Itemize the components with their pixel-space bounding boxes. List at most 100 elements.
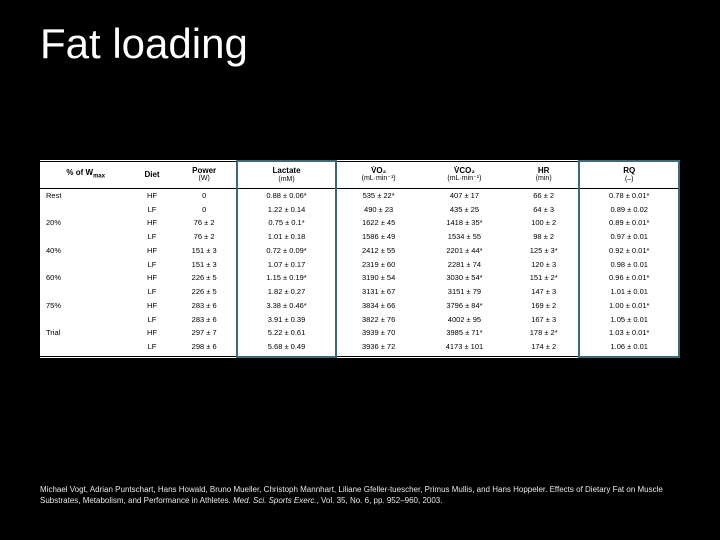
cell: HF: [132, 326, 173, 340]
cell: 1.22 ± 0.14: [237, 203, 337, 217]
cell: 125 ± 3*: [509, 244, 580, 258]
table-row: RestHF00.88 ± 0.06*535 ± 22*407 ± 1766 ±…: [40, 188, 679, 202]
cell: HF: [132, 244, 173, 258]
cell: 3131 ± 67: [336, 285, 420, 299]
cell: LF: [132, 313, 173, 327]
cell: LF: [132, 230, 173, 244]
table-row: 40%HF151 ± 30.72 ± 0.09*2412 ± 552201 ± …: [40, 244, 679, 258]
cell: 0.72 ± 0.09*: [237, 244, 337, 258]
cell: 3936 ± 72: [336, 340, 420, 357]
citation-volume: , Vol. 35, No. 6, pp. 952–960, 2003.: [317, 496, 443, 505]
cell: 0.78 ± 0.01*: [579, 188, 679, 202]
cell: 1418 ± 35*: [420, 216, 509, 230]
cell: 178 ± 2*: [509, 326, 580, 340]
cell: 1.06 ± 0.01: [579, 340, 679, 357]
cell: 2201 ± 44*: [420, 244, 509, 258]
cell: 98 ± 2: [509, 230, 580, 244]
cell: 0.92 ± 0.01*: [579, 244, 679, 258]
cell: [40, 258, 132, 272]
cell: 147 ± 3: [509, 285, 580, 299]
cell: Rest: [40, 188, 132, 202]
cell: [40, 285, 132, 299]
cell: Trial: [40, 326, 132, 340]
cell: 174 ± 2: [509, 340, 580, 357]
cell: 3822 ± 76: [336, 313, 420, 327]
col-header-0: % of Wmax: [40, 161, 132, 188]
cell: 0.96 ± 0.01*: [579, 271, 679, 285]
cell: 1.03 ± 0.01*: [579, 326, 679, 340]
col-header-2: Power(W): [173, 161, 237, 188]
cell: 1.05 ± 0.01: [579, 313, 679, 327]
table-row: LF226 ± 51.82 ± 0.273131 ± 673151 ± 7914…: [40, 285, 679, 299]
cell: 2412 ± 55: [336, 244, 420, 258]
col-header-5: V̇CO₂(mL·min⁻¹): [420, 161, 509, 188]
cell: 1622 ± 45: [336, 216, 420, 230]
table-row: LF298 ± 65.68 ± 0.493936 ± 724173 ± 1011…: [40, 340, 679, 357]
cell: LF: [132, 203, 173, 217]
cell: 0.98 ± 0.01: [579, 258, 679, 272]
cell: 151 ± 2*: [509, 271, 580, 285]
cell: 490 ± 23: [336, 203, 420, 217]
slide-title: Fat loading: [40, 20, 248, 68]
cell: HF: [132, 271, 173, 285]
cell: 0.89 ± 0.01*: [579, 216, 679, 230]
cell: 283 ± 6: [173, 299, 237, 313]
table-row: 60%HF226 ± 51.15 ± 0.19*3190 ± 543030 ± …: [40, 271, 679, 285]
cell: 5.68 ± 0.49: [237, 340, 337, 357]
cell: 151 ± 3: [173, 244, 237, 258]
cell: 1.82 ± 0.27: [237, 285, 337, 299]
cell: 2281 ± 74: [420, 258, 509, 272]
cell: 60%: [40, 271, 132, 285]
cell: LF: [132, 258, 173, 272]
table-row: LF76 ± 21.01 ± 0.181586 ± 491534 ± 5598 …: [40, 230, 679, 244]
cell: 151 ± 3: [173, 258, 237, 272]
cell: 1586 ± 49: [336, 230, 420, 244]
cell: 64 ± 3: [509, 203, 580, 217]
cell: [40, 313, 132, 327]
cell: 76 ± 2: [173, 230, 237, 244]
cell: HF: [132, 299, 173, 313]
cell: 3151 ± 79: [420, 285, 509, 299]
cell: 0.75 ± 0.1*: [237, 216, 337, 230]
data-table: % of WmaxDietPower(W)Lactate(mM)V̇O₂(mL·…: [40, 160, 680, 358]
cell: 407 ± 17: [420, 188, 509, 202]
citation: Michael Vogt, Adrian Puntschart, Hans Ho…: [40, 485, 680, 506]
cell: 75%: [40, 299, 132, 313]
cell: [40, 203, 132, 217]
cell: 167 ± 3: [509, 313, 580, 327]
cell: 169 ± 2: [509, 299, 580, 313]
cell: 3.38 ± 0.46*: [237, 299, 337, 313]
cell: 4002 ± 95: [420, 313, 509, 327]
citation-journal: Med. Sci. Sports Exerc.: [233, 496, 317, 505]
cell: 435 ± 25: [420, 203, 509, 217]
cell: 0: [173, 203, 237, 217]
cell: 0.89 ± 0.02: [579, 203, 679, 217]
cell: 226 ± 5: [173, 271, 237, 285]
cell: 5.22 ± 0.61: [237, 326, 337, 340]
cell: 0.88 ± 0.06*: [237, 188, 337, 202]
cell: 226 ± 5: [173, 285, 237, 299]
cell: 100 ± 2: [509, 216, 580, 230]
table-row: LF283 ± 63.91 ± 0.393822 ± 764002 ± 9516…: [40, 313, 679, 327]
table-row: LF01.22 ± 0.14490 ± 23435 ± 2564 ± 30.89…: [40, 203, 679, 217]
cell: LF: [132, 285, 173, 299]
data-table-container: % of WmaxDietPower(W)Lactate(mM)V̇O₂(mL·…: [40, 160, 680, 358]
cell: 1.01 ± 0.18: [237, 230, 337, 244]
cell: HF: [132, 188, 173, 202]
table-row: TrialHF297 ± 75.22 ± 0.613939 ± 703985 ±…: [40, 326, 679, 340]
cell: 3834 ± 66: [336, 299, 420, 313]
cell: 120 ± 3: [509, 258, 580, 272]
cell: 3985 ± 71*: [420, 326, 509, 340]
cell: HF: [132, 216, 173, 230]
cell: 66 ± 2: [509, 188, 580, 202]
cell: [40, 230, 132, 244]
cell: 2319 ± 60: [336, 258, 420, 272]
cell: 297 ± 7: [173, 326, 237, 340]
cell: 76 ± 2: [173, 216, 237, 230]
cell: 4173 ± 101: [420, 340, 509, 357]
cell: 20%: [40, 216, 132, 230]
cell: 3190 ± 54: [336, 271, 420, 285]
cell: 3.91 ± 0.39: [237, 313, 337, 327]
cell: 283 ± 6: [173, 313, 237, 327]
cell: 40%: [40, 244, 132, 258]
